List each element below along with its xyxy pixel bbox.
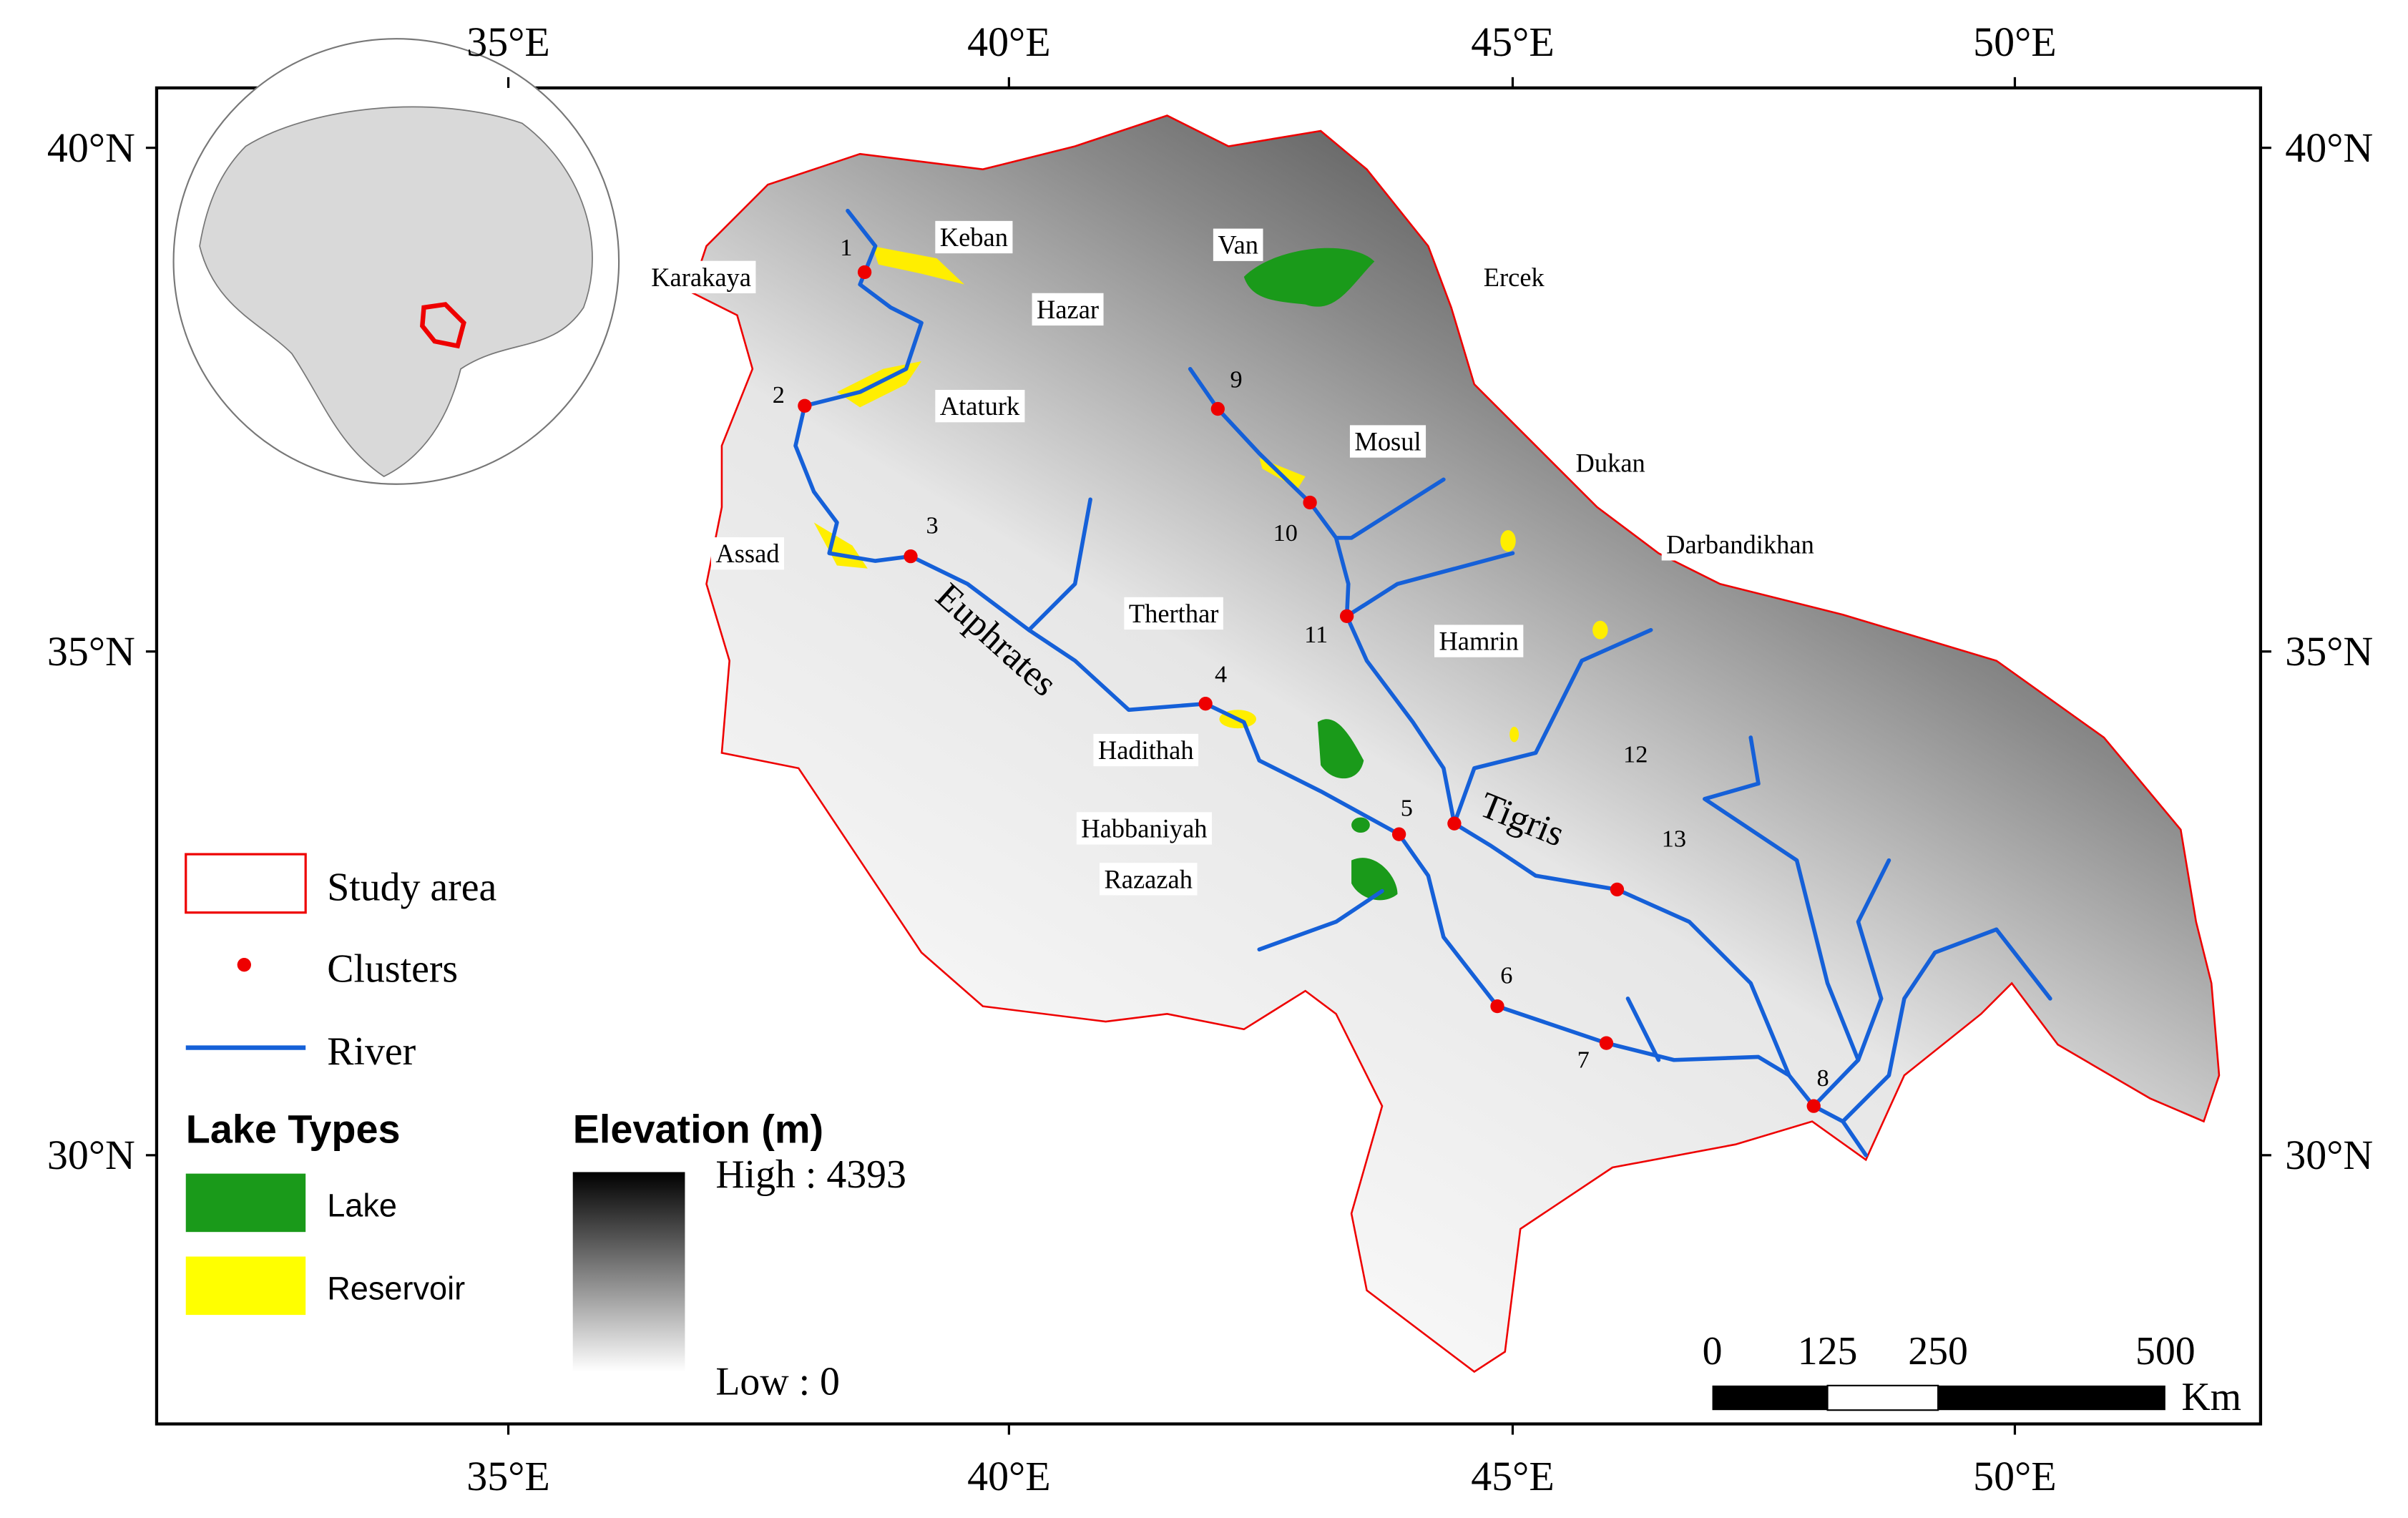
legend-label: Study area — [327, 865, 496, 909]
cluster-label: 12 — [1623, 740, 1648, 768]
place-label: Van — [1218, 230, 1258, 260]
place-label: Therthar — [1129, 599, 1219, 628]
label-box — [1434, 625, 1524, 657]
cluster-label: 8 — [1817, 1064, 1829, 1092]
lake — [1351, 858, 1398, 901]
scale-label: 500 — [2135, 1329, 2196, 1373]
lat-label: 40°N — [47, 124, 135, 171]
lon-label: 35°E — [466, 19, 550, 65]
place-label: Ataturk — [940, 391, 1020, 421]
scale-label: 250 — [1908, 1329, 1968, 1373]
elevation-ramp — [572, 1172, 685, 1372]
place-label: Dukan — [1575, 449, 1645, 478]
place-label: Assad — [715, 539, 779, 568]
label-box — [1661, 528, 1819, 561]
legend-reservoir — [185, 1256, 306, 1316]
legend-study-area — [185, 853, 307, 914]
lat-label: 35°N — [47, 628, 135, 675]
elevation-high: High : 4393 — [715, 1152, 906, 1197]
place-labels: Keban Karakaya Hazar Ataturk Van Ercek M… — [646, 220, 1819, 896]
cluster-label: 6 — [1500, 961, 1512, 989]
label-box — [710, 537, 784, 570]
scale-bar — [1712, 1384, 2165, 1411]
place-label: Mosul — [1354, 427, 1421, 456]
lon-label: 40°E — [967, 19, 1051, 65]
lake — [1351, 817, 1370, 833]
lake — [1243, 248, 1375, 307]
place-label: Darbandikhan — [1666, 529, 1814, 559]
place-label: Keban — [940, 222, 1008, 252]
lon-label: 35°E — [466, 1453, 550, 1499]
label-box — [1100, 863, 1198, 896]
ticks — [145, 77, 2271, 1435]
cluster-label: 11 — [1304, 621, 1328, 648]
lon-label: 40°E — [967, 1453, 1051, 1499]
lake — [1317, 719, 1364, 779]
place-label: Hadithah — [1098, 735, 1194, 765]
label-box — [935, 220, 1013, 254]
cluster-label: 1 — [840, 234, 852, 261]
label-box — [935, 389, 1025, 423]
cluster-dots — [798, 265, 1821, 1113]
label-box — [1213, 228, 1263, 261]
lon-label: 50°E — [1973, 19, 2057, 65]
label-box — [1032, 293, 1104, 326]
label-box — [1479, 260, 1550, 293]
legend-label: Reservoir — [327, 1270, 465, 1307]
label-box — [1571, 446, 1650, 479]
place-label: Razazah — [1104, 864, 1193, 893]
lon-label: 45°E — [1471, 19, 1555, 65]
cluster-label: 3 — [926, 511, 938, 539]
cluster-label: 7 — [1577, 1046, 1590, 1073]
legend-label: Lake — [327, 1188, 397, 1224]
lon-label: 45°E — [1471, 1453, 1555, 1499]
legend-cluster — [237, 957, 251, 972]
globe — [172, 38, 620, 485]
label-box — [1349, 425, 1426, 458]
lon-label: 50°E — [1973, 1453, 2057, 1499]
label-box — [1093, 733, 1199, 767]
scale-label: 0 — [1703, 1329, 1723, 1373]
place-label: Ercek — [1484, 263, 1545, 292]
cluster-label: 13 — [1662, 825, 1686, 852]
label-box — [646, 260, 756, 293]
place-label: Hazar — [1037, 295, 1099, 324]
rivers — [793, 208, 2052, 1157]
legend-label: River — [327, 1029, 416, 1074]
lat-label: 35°N — [2285, 628, 2373, 675]
legend-label: Clusters — [327, 946, 458, 991]
legend-title: Lake Types — [186, 1107, 401, 1152]
cluster-label: 10 — [1273, 519, 1298, 547]
cluster-label: 4 — [1215, 661, 1227, 688]
place-label: Hamrin — [1439, 627, 1518, 656]
legend-title: Elevation (m) — [573, 1107, 823, 1152]
place-label: Habbaniyah — [1081, 813, 1207, 843]
elevation-low: Low : 0 — [715, 1360, 840, 1404]
lat-label: 40°N — [2285, 124, 2373, 171]
cluster-label: 2 — [773, 381, 785, 408]
lat-label: 30°N — [47, 1132, 135, 1178]
legend-lake — [185, 1173, 306, 1233]
label-box — [1124, 597, 1223, 630]
scale-unit: Km — [2181, 1375, 2241, 1419]
label-box — [1076, 812, 1212, 845]
lat-label: 30°N — [2285, 1132, 2373, 1178]
cluster-label: 9 — [1230, 366, 1242, 393]
study-area — [690, 114, 2221, 1373]
place-label: Karakaya — [651, 263, 751, 292]
scale-label: 125 — [1798, 1329, 1858, 1373]
cluster-label: 5 — [1401, 794, 1413, 821]
